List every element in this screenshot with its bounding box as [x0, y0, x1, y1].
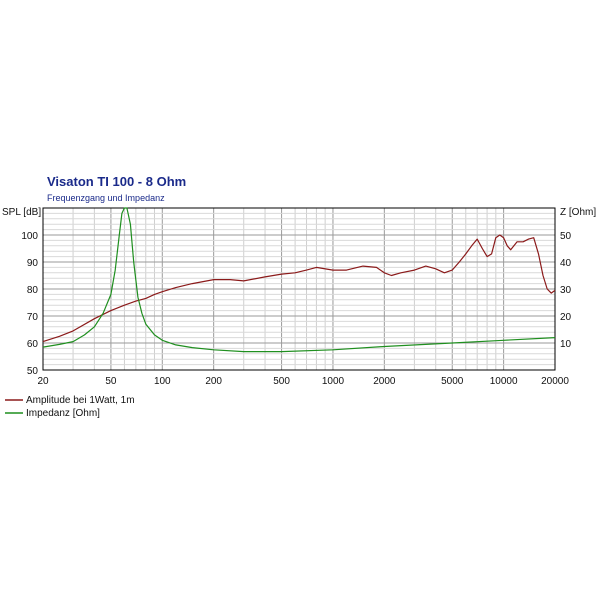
y-tick-label-left: 80: [27, 285, 39, 296]
y-tick-label-right: 40: [560, 258, 572, 269]
series-amplitude-line: [42, 234, 556, 343]
x-tick-label: 2000: [373, 376, 396, 387]
x-tick-label: 100: [154, 376, 171, 387]
x-tick-label: 20: [37, 376, 49, 387]
x-tick-label: 5000: [441, 376, 464, 387]
y-axis-right-label: Z [Ohm]: [560, 207, 596, 218]
y-tick-label-left: 90: [27, 258, 39, 269]
y-tick-label-right: 50: [560, 231, 572, 242]
series-layer: [42, 207, 556, 353]
chart-subtitle: Frequenzgang und Impedanz: [47, 193, 165, 203]
x-tick-label: 20000: [541, 376, 569, 387]
y-tick-label-left: 100: [21, 231, 38, 242]
y-tick-label-left: 70: [27, 312, 39, 323]
x-tick-label: 10000: [490, 376, 518, 387]
x-tick-label: 50: [105, 376, 117, 387]
y-tick-label-right: 10: [560, 339, 572, 350]
chart-title: Visaton TI 100 - 8 Ohm: [47, 174, 186, 189]
tick-labels: 20 50 100 200 500 1000 2000 5000 10000 2000050607…: [21, 231, 571, 387]
x-tick-label: 1000: [322, 376, 345, 387]
x-tick-label: 200: [205, 376, 222, 387]
y-tick-label-left: 60: [27, 339, 39, 350]
grid: [43, 208, 555, 370]
y-tick-label-left: 50: [27, 366, 39, 377]
plot-frame: [42, 207, 556, 371]
y-tick-label-right: 20: [560, 312, 572, 323]
x-tick-label: 500: [273, 376, 290, 387]
legend-label-impedance: Impedanz [Ohm]: [26, 408, 100, 419]
series-impedance-line: [42, 207, 556, 353]
y-axis-left-label: SPL [dB]: [2, 207, 41, 218]
legend: Amplitude bei 1Watt, 1m Impedanz [Ohm]: [5, 395, 135, 419]
y-tick-label-right: 30: [560, 285, 572, 296]
legend-label-amplitude: Amplitude bei 1Watt, 1m: [26, 395, 135, 406]
